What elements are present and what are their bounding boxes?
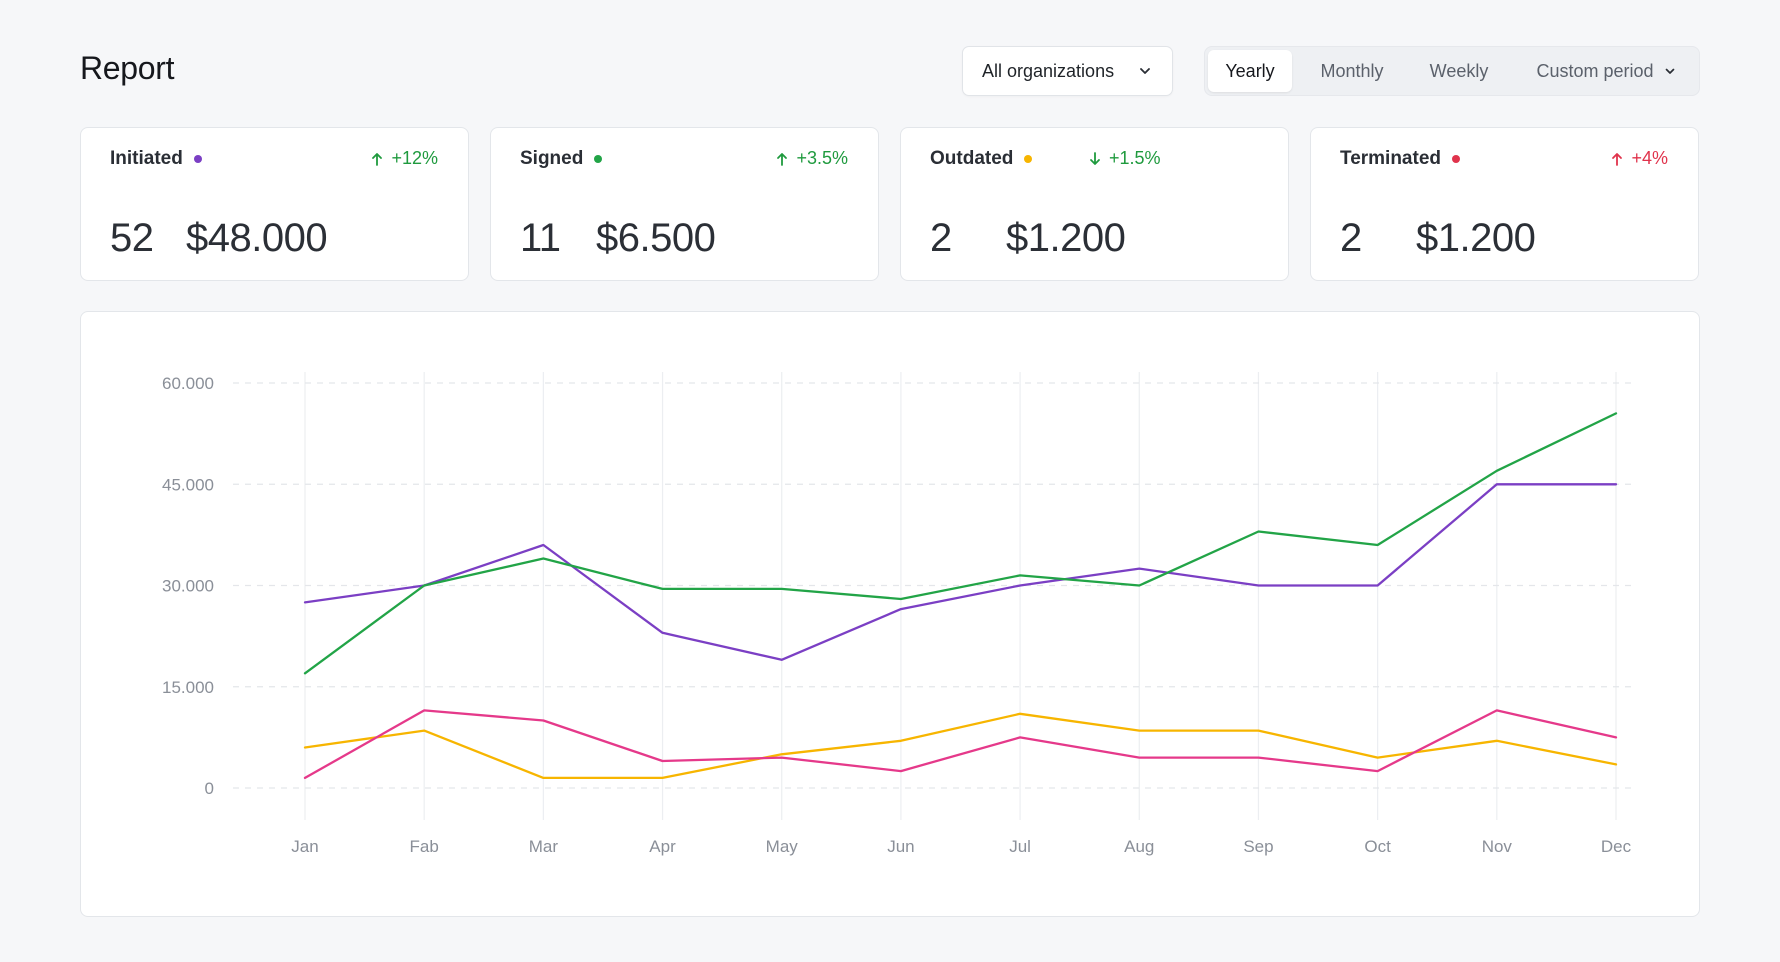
change-indicator: +1.5% <box>1089 148 1161 169</box>
arrow-up-icon <box>777 152 788 166</box>
card-amount: $6.500 <box>596 216 716 260</box>
card-amount: $48.000 <box>186 216 328 260</box>
period-tab-custom[interactable]: Custom period <box>1517 50 1695 92</box>
card-label: Initiated <box>110 148 183 169</box>
x-tick-label: Jul <box>1009 837 1031 856</box>
card-label-wrap: Signed <box>520 148 603 170</box>
arrow-down-icon <box>1090 151 1100 165</box>
period-tab-label: Monthly <box>1320 60 1384 81</box>
change-value: +3.5% <box>796 148 848 168</box>
y-tick-label: 0 <box>205 779 214 798</box>
period-tab-weekly[interactable]: Weekly <box>1414 50 1504 92</box>
x-tick-label: Dec <box>1601 837 1632 856</box>
page-title: Report <box>80 50 175 86</box>
change-value: +4% <box>1631 148 1668 168</box>
series-line-initiated <box>303 483 1618 661</box>
status-dot <box>1452 155 1461 163</box>
stat-card-initiated[interactable]: Initiated +12% 52 $48.000 <box>80 127 469 281</box>
card-amount: $1.200 <box>1006 216 1126 260</box>
series-line-terminated <box>303 709 1618 780</box>
x-tick-label: Sep <box>1243 837 1273 856</box>
arrow-up-icon <box>372 152 383 166</box>
status-dot <box>193 155 202 163</box>
x-tick-label: Nov <box>1482 837 1513 856</box>
x-tick-label: Apr <box>649 837 676 856</box>
arrow-up-icon <box>1612 152 1623 166</box>
series-line-outdated <box>303 712 1618 780</box>
card-amount: $1.200 <box>1416 216 1536 260</box>
card-label: Terminated <box>1340 148 1442 169</box>
card-count: 2 <box>930 216 952 260</box>
organization-select-value: All organizations <box>982 60 1115 81</box>
period-tab-label: Weekly <box>1429 60 1489 81</box>
change-indicator: +4% <box>1611 148 1668 169</box>
y-tick-label: 30.000 <box>162 577 214 596</box>
card-label: Outdated <box>930 148 1014 169</box>
period-tab-label: Yearly <box>1225 60 1275 81</box>
card-count: 11 <box>520 216 561 260</box>
x-tick-label: Aug <box>1124 837 1154 856</box>
line-chart: 0 15.000 30.000 45.000 60.000 Jan Fab Mar Apr May… <box>162 372 1632 856</box>
change-indicator: +3.5% <box>776 148 848 169</box>
x-tick-label: Jan <box>291 837 318 856</box>
stat-card-signed[interactable]: Signed +3.5% 11 $6.500 <box>490 127 879 281</box>
card-label: Signed <box>520 148 584 169</box>
stat-card-outdated[interactable]: Outdated +1.5% 2 $1.200 <box>900 127 1289 281</box>
x-tick-label: Fab <box>410 837 439 856</box>
period-tab-monthly[interactable]: Monthly <box>1304 50 1400 92</box>
stat-card-terminated[interactable]: Terminated +4% 2 $1.200 <box>1310 127 1699 281</box>
chart-panel: 0 15.000 30.000 45.000 60.000 Jan Fab Mar Apr May… <box>80 311 1700 917</box>
card-label-wrap: Initiated <box>110 148 202 170</box>
change-value: +1.5% <box>1109 148 1161 168</box>
series-line-signed <box>303 412 1618 675</box>
change-value: +12% <box>391 148 438 168</box>
status-dot <box>1024 155 1033 163</box>
x-tick-label: Oct <box>1364 837 1391 856</box>
x-tick-label: Jun <box>887 837 914 856</box>
card-label-wrap: Outdated <box>930 148 1033 170</box>
period-tab-label: Custom period <box>1536 60 1654 81</box>
period-switcher: Yearly Monthly Weekly Custom period <box>1204 46 1700 96</box>
status-dot <box>594 155 603 163</box>
card-label-wrap: Terminated <box>1340 148 1461 170</box>
card-count: 2 <box>1340 216 1362 260</box>
x-tick-label: May <box>766 837 799 856</box>
y-tick-label: 60.000 <box>162 374 214 393</box>
y-tick-label: 15.000 <box>162 678 214 697</box>
chevron-down-icon <box>1140 68 1150 74</box>
change-indicator: +12% <box>371 148 438 169</box>
y-tick-label: 45.000 <box>162 475 214 494</box>
period-tab-yearly[interactable]: Yearly <box>1208 50 1292 92</box>
x-tick-label: Mar <box>529 837 559 856</box>
organization-select[interactable]: All organizations <box>962 46 1173 96</box>
chevron-down-icon <box>1665 68 1674 74</box>
card-count: 52 <box>110 216 154 260</box>
